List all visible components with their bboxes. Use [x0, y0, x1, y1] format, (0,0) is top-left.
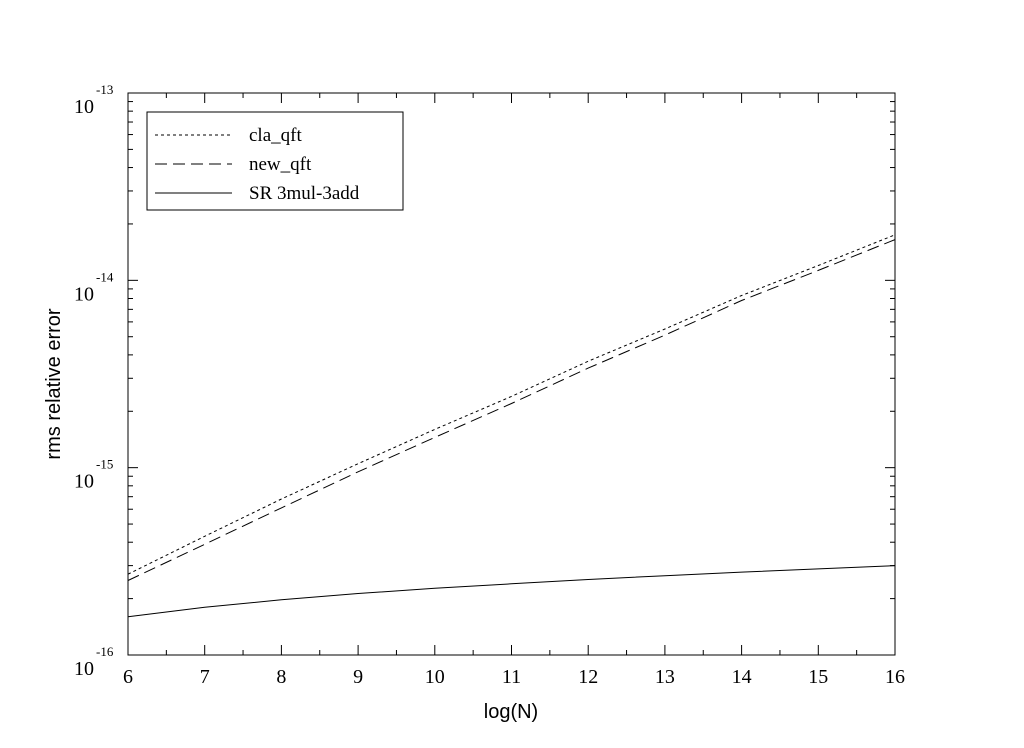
- legend-items: cla_qft new_qft SR 3mul-3add: [155, 125, 360, 204]
- x-tick-label: 12: [578, 666, 598, 688]
- x-tick-label: 16: [885, 666, 905, 688]
- legend-box: [146, 111, 404, 211]
- y-tick-label-base: 10: [74, 658, 94, 680]
- y-tick-label-base: 10: [74, 96, 94, 118]
- y-tick-label-exponent: -13: [96, 82, 113, 97]
- series-line-2: [127, 239, 896, 581]
- x-tick-label: 10: [425, 666, 445, 688]
- series-lines: [127, 234, 896, 618]
- major-ticks: [127, 92, 896, 656]
- x-tick-label: 9: [353, 666, 363, 688]
- x-tick-label: 8: [276, 666, 286, 688]
- series-line-1: [127, 234, 896, 575]
- minor-ticks: [128, 93, 895, 655]
- y-axis-title: rms relative error: [43, 308, 65, 459]
- x-axis-title: log(N): [484, 701, 538, 723]
- x-tick-label: 14: [732, 666, 752, 688]
- legend: cla_qft new_qft SR 3mul-3add: [146, 111, 404, 211]
- legend-label-1: cla_qft: [249, 125, 302, 146]
- series-line-3: [127, 565, 896, 618]
- x-tick-label: 13: [655, 666, 675, 688]
- x-tick-label: 7: [200, 666, 210, 688]
- y-tick-label-base: 10: [74, 283, 94, 305]
- y-tick-label-exponent: -14: [96, 269, 114, 284]
- y-tick-label-exponent: -15: [96, 457, 113, 472]
- y-tick-label-base: 10: [74, 471, 94, 493]
- x-tick-label: 15: [808, 666, 828, 688]
- legend-label-3: SR 3mul-3add: [249, 183, 360, 204]
- x-tick-label: 6: [123, 666, 133, 688]
- x-tick-label: 11: [502, 666, 521, 688]
- x-tick-labels: 6 7 8 9 10 11 12 13 14 15 16: [123, 666, 905, 688]
- legend-label-2: new_qft: [249, 154, 312, 175]
- y-tick-label-exponent: -16: [96, 644, 114, 659]
